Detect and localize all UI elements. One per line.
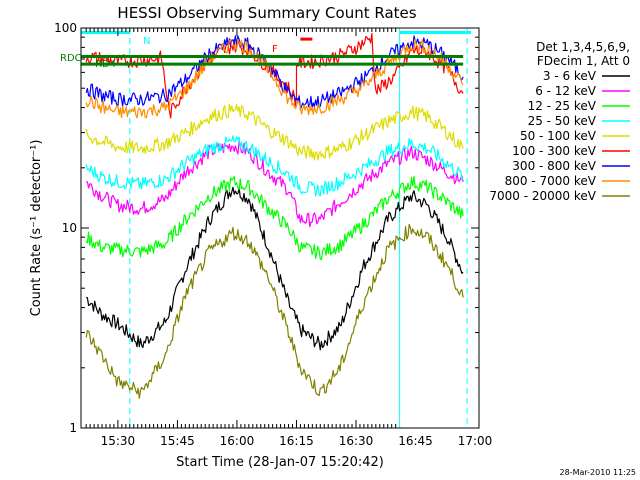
plot-area: [80, 28, 472, 428]
flag-label-rd4: RD4: [95, 59, 116, 70]
series-line-2: [85, 175, 464, 261]
legend-label-5: 100 - 300 keV: [512, 144, 596, 158]
legend-header-line-2: FDecim 1, Att 0: [537, 54, 630, 68]
flag-label-rdc: RDC: [60, 53, 82, 64]
series-line-1: [86, 140, 464, 228]
series-line-0: [86, 186, 464, 351]
legend-header-line-1: Det 1,3,4,5,6,9,: [536, 40, 630, 54]
x-axis: 15:30 15:45 16:00 16:15 16:30 16:45 17:00: [85, 28, 493, 448]
legend-label-4: 50 - 100 keV: [520, 129, 597, 143]
legend-label-1: 6 - 12 keV: [535, 84, 597, 98]
y-axis: 1 10 100: [54, 21, 479, 435]
legend-label-3: 25 - 50 keV: [528, 114, 597, 128]
legend-label-0: 3 - 6 keV: [543, 69, 597, 83]
legend-label-7: 800 - 7000 keV: [505, 174, 597, 188]
series-line-4: [85, 103, 464, 161]
x-tick-label-0: 15:30: [101, 434, 136, 448]
x-tick-label-3: 16:15: [279, 434, 314, 448]
series-line-3: [85, 135, 464, 197]
generation-timestamp: 28-Mar-2010 11:25: [560, 468, 637, 477]
x-tick-label-5: 16:45: [398, 434, 433, 448]
legend-label-2: 12 - 25 keV: [528, 99, 597, 113]
series-line-8: [85, 223, 464, 399]
y-tick-label-2: 100: [54, 21, 77, 35]
y-axis-label: Count Rate (s⁻¹ detector⁻¹): [29, 140, 44, 317]
legend-label-8: 7000 - 20000 keV: [489, 189, 596, 203]
x-tick-label-4: 16:30: [339, 434, 374, 448]
series-line-6: [85, 35, 464, 110]
x-tick-label-2: 16:00: [220, 434, 255, 448]
legend: Det 1,3,4,5,6,9, FDecim 1, Att 0 3 - 6 k…: [489, 40, 630, 203]
y-tick-label-1: 10: [62, 221, 77, 235]
x-tick-label-6: 17:00: [458, 434, 493, 448]
x-axis-label: Start Time (28-Jan-07 15:20:42): [176, 455, 384, 470]
flag-label-n: N: [143, 36, 150, 47]
y-tick-label-0: 1: [69, 421, 77, 435]
chart-title: HESSI Observing Summary Count Rates: [117, 4, 416, 22]
flag-label-f: F: [272, 44, 278, 55]
x-tick-label-1: 15:45: [160, 434, 195, 448]
series-line-7: [85, 38, 464, 119]
legend-label-6: 300 - 800 keV: [512, 159, 596, 173]
